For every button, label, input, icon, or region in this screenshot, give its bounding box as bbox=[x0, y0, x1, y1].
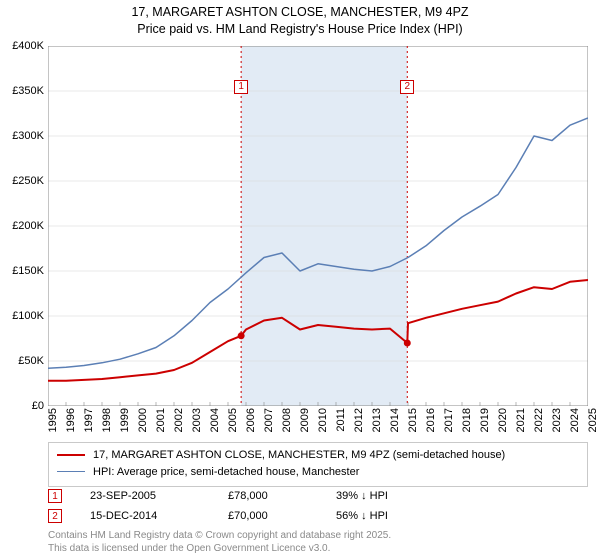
annotation-box-2: 2 bbox=[400, 80, 414, 94]
marker-date-0: 23-SEP-2005 bbox=[90, 490, 200, 502]
legend-row-1: HPI: Average price, semi-detached house,… bbox=[57, 464, 579, 481]
plot-svg bbox=[48, 46, 588, 406]
x-tick-label: 1995 bbox=[47, 408, 59, 432]
x-tick-label: 2007 bbox=[263, 408, 275, 432]
marker-price-0: £78,000 bbox=[228, 490, 308, 502]
x-tick-label: 2010 bbox=[317, 408, 329, 432]
footer-line2: This data is licensed under the Open Gov… bbox=[48, 543, 391, 556]
y-tick-label: £100K bbox=[12, 310, 44, 322]
marker-box-0: 1 bbox=[48, 489, 62, 503]
legend-label-1: HPI: Average price, semi-detached house,… bbox=[93, 464, 359, 481]
legend-label-0: 17, MARGARET ASHTON CLOSE, MANCHESTER, M… bbox=[93, 447, 505, 464]
x-tick-label: 2000 bbox=[137, 408, 149, 432]
y-tick-label: £300K bbox=[12, 130, 44, 142]
x-tick-label: 2004 bbox=[209, 408, 221, 432]
x-tick-label: 2019 bbox=[479, 408, 491, 432]
x-tick-label: 2002 bbox=[173, 408, 185, 432]
x-tick-label: 2014 bbox=[389, 408, 401, 432]
x-tick-label: 2021 bbox=[515, 408, 527, 432]
x-tick-label: 1998 bbox=[101, 408, 113, 432]
x-tick-label: 2001 bbox=[155, 408, 167, 432]
x-tick-label: 2009 bbox=[299, 408, 311, 432]
marker-row-0: 1 23-SEP-2005 £78,000 39% ↓ HPI bbox=[48, 486, 588, 506]
x-tick-label: 2012 bbox=[353, 408, 365, 432]
x-tick-label: 2003 bbox=[191, 408, 203, 432]
marker-box-1: 2 bbox=[48, 509, 62, 523]
x-tick-label: 2005 bbox=[227, 408, 239, 432]
title-block: 17, MARGARET ASHTON CLOSE, MANCHESTER, M… bbox=[0, 0, 600, 38]
x-tick-label: 2022 bbox=[533, 408, 545, 432]
x-tick-label: 2025 bbox=[587, 408, 599, 432]
title-line2: Price paid vs. HM Land Registry's House … bbox=[0, 21, 600, 38]
footer: Contains HM Land Registry data © Crown c… bbox=[48, 530, 391, 555]
markers-table: 1 23-SEP-2005 £78,000 39% ↓ HPI 2 15-DEC… bbox=[48, 486, 588, 526]
y-tick-label: £50K bbox=[18, 355, 44, 367]
legend-swatch-1 bbox=[57, 471, 85, 472]
y-tick-label: £250K bbox=[12, 175, 44, 187]
x-tick-label: 2006 bbox=[245, 408, 257, 432]
x-tick-label: 2018 bbox=[461, 408, 473, 432]
marker-row-1: 2 15-DEC-2014 £70,000 56% ↓ HPI bbox=[48, 506, 588, 526]
x-tick-label: 2023 bbox=[551, 408, 563, 432]
annotation-box-1: 1 bbox=[234, 80, 248, 94]
y-tick-label: £200K bbox=[12, 220, 44, 232]
x-tick-label: 2016 bbox=[425, 408, 437, 432]
marker-delta-0: 39% ↓ HPI bbox=[336, 490, 388, 502]
legend: 17, MARGARET ASHTON CLOSE, MANCHESTER, M… bbox=[48, 442, 588, 487]
x-tick-label: 2024 bbox=[569, 408, 581, 432]
x-tick-label: 1996 bbox=[65, 408, 77, 432]
x-tick-label: 2015 bbox=[407, 408, 419, 432]
marker-delta-1: 56% ↓ HPI bbox=[336, 510, 388, 522]
y-tick-label: £150K bbox=[12, 265, 44, 277]
y-tick-label: £0 bbox=[32, 400, 44, 412]
x-tick-label: 2013 bbox=[371, 408, 383, 432]
chart-container: 17, MARGARET ASHTON CLOSE, MANCHESTER, M… bbox=[0, 0, 600, 560]
x-tick-label: 2008 bbox=[281, 408, 293, 432]
x-tick-label: 2020 bbox=[497, 408, 509, 432]
x-tick-label: 1999 bbox=[119, 408, 131, 432]
marker-price-1: £70,000 bbox=[228, 510, 308, 522]
x-tick-label: 1997 bbox=[83, 408, 95, 432]
legend-row-0: 17, MARGARET ASHTON CLOSE, MANCHESTER, M… bbox=[57, 447, 579, 464]
footer-line1: Contains HM Land Registry data © Crown c… bbox=[48, 530, 391, 543]
legend-swatch-0 bbox=[57, 454, 85, 456]
y-tick-label: £350K bbox=[12, 85, 44, 97]
y-tick-label: £400K bbox=[12, 40, 44, 52]
chart-area: £0£50K£100K£150K£200K£250K£300K£350K£400… bbox=[48, 46, 588, 406]
x-tick-label: 2011 bbox=[335, 408, 347, 432]
title-line1: 17, MARGARET ASHTON CLOSE, MANCHESTER, M… bbox=[0, 4, 600, 21]
marker-date-1: 15-DEC-2014 bbox=[90, 510, 200, 522]
x-tick-label: 2017 bbox=[443, 408, 455, 432]
